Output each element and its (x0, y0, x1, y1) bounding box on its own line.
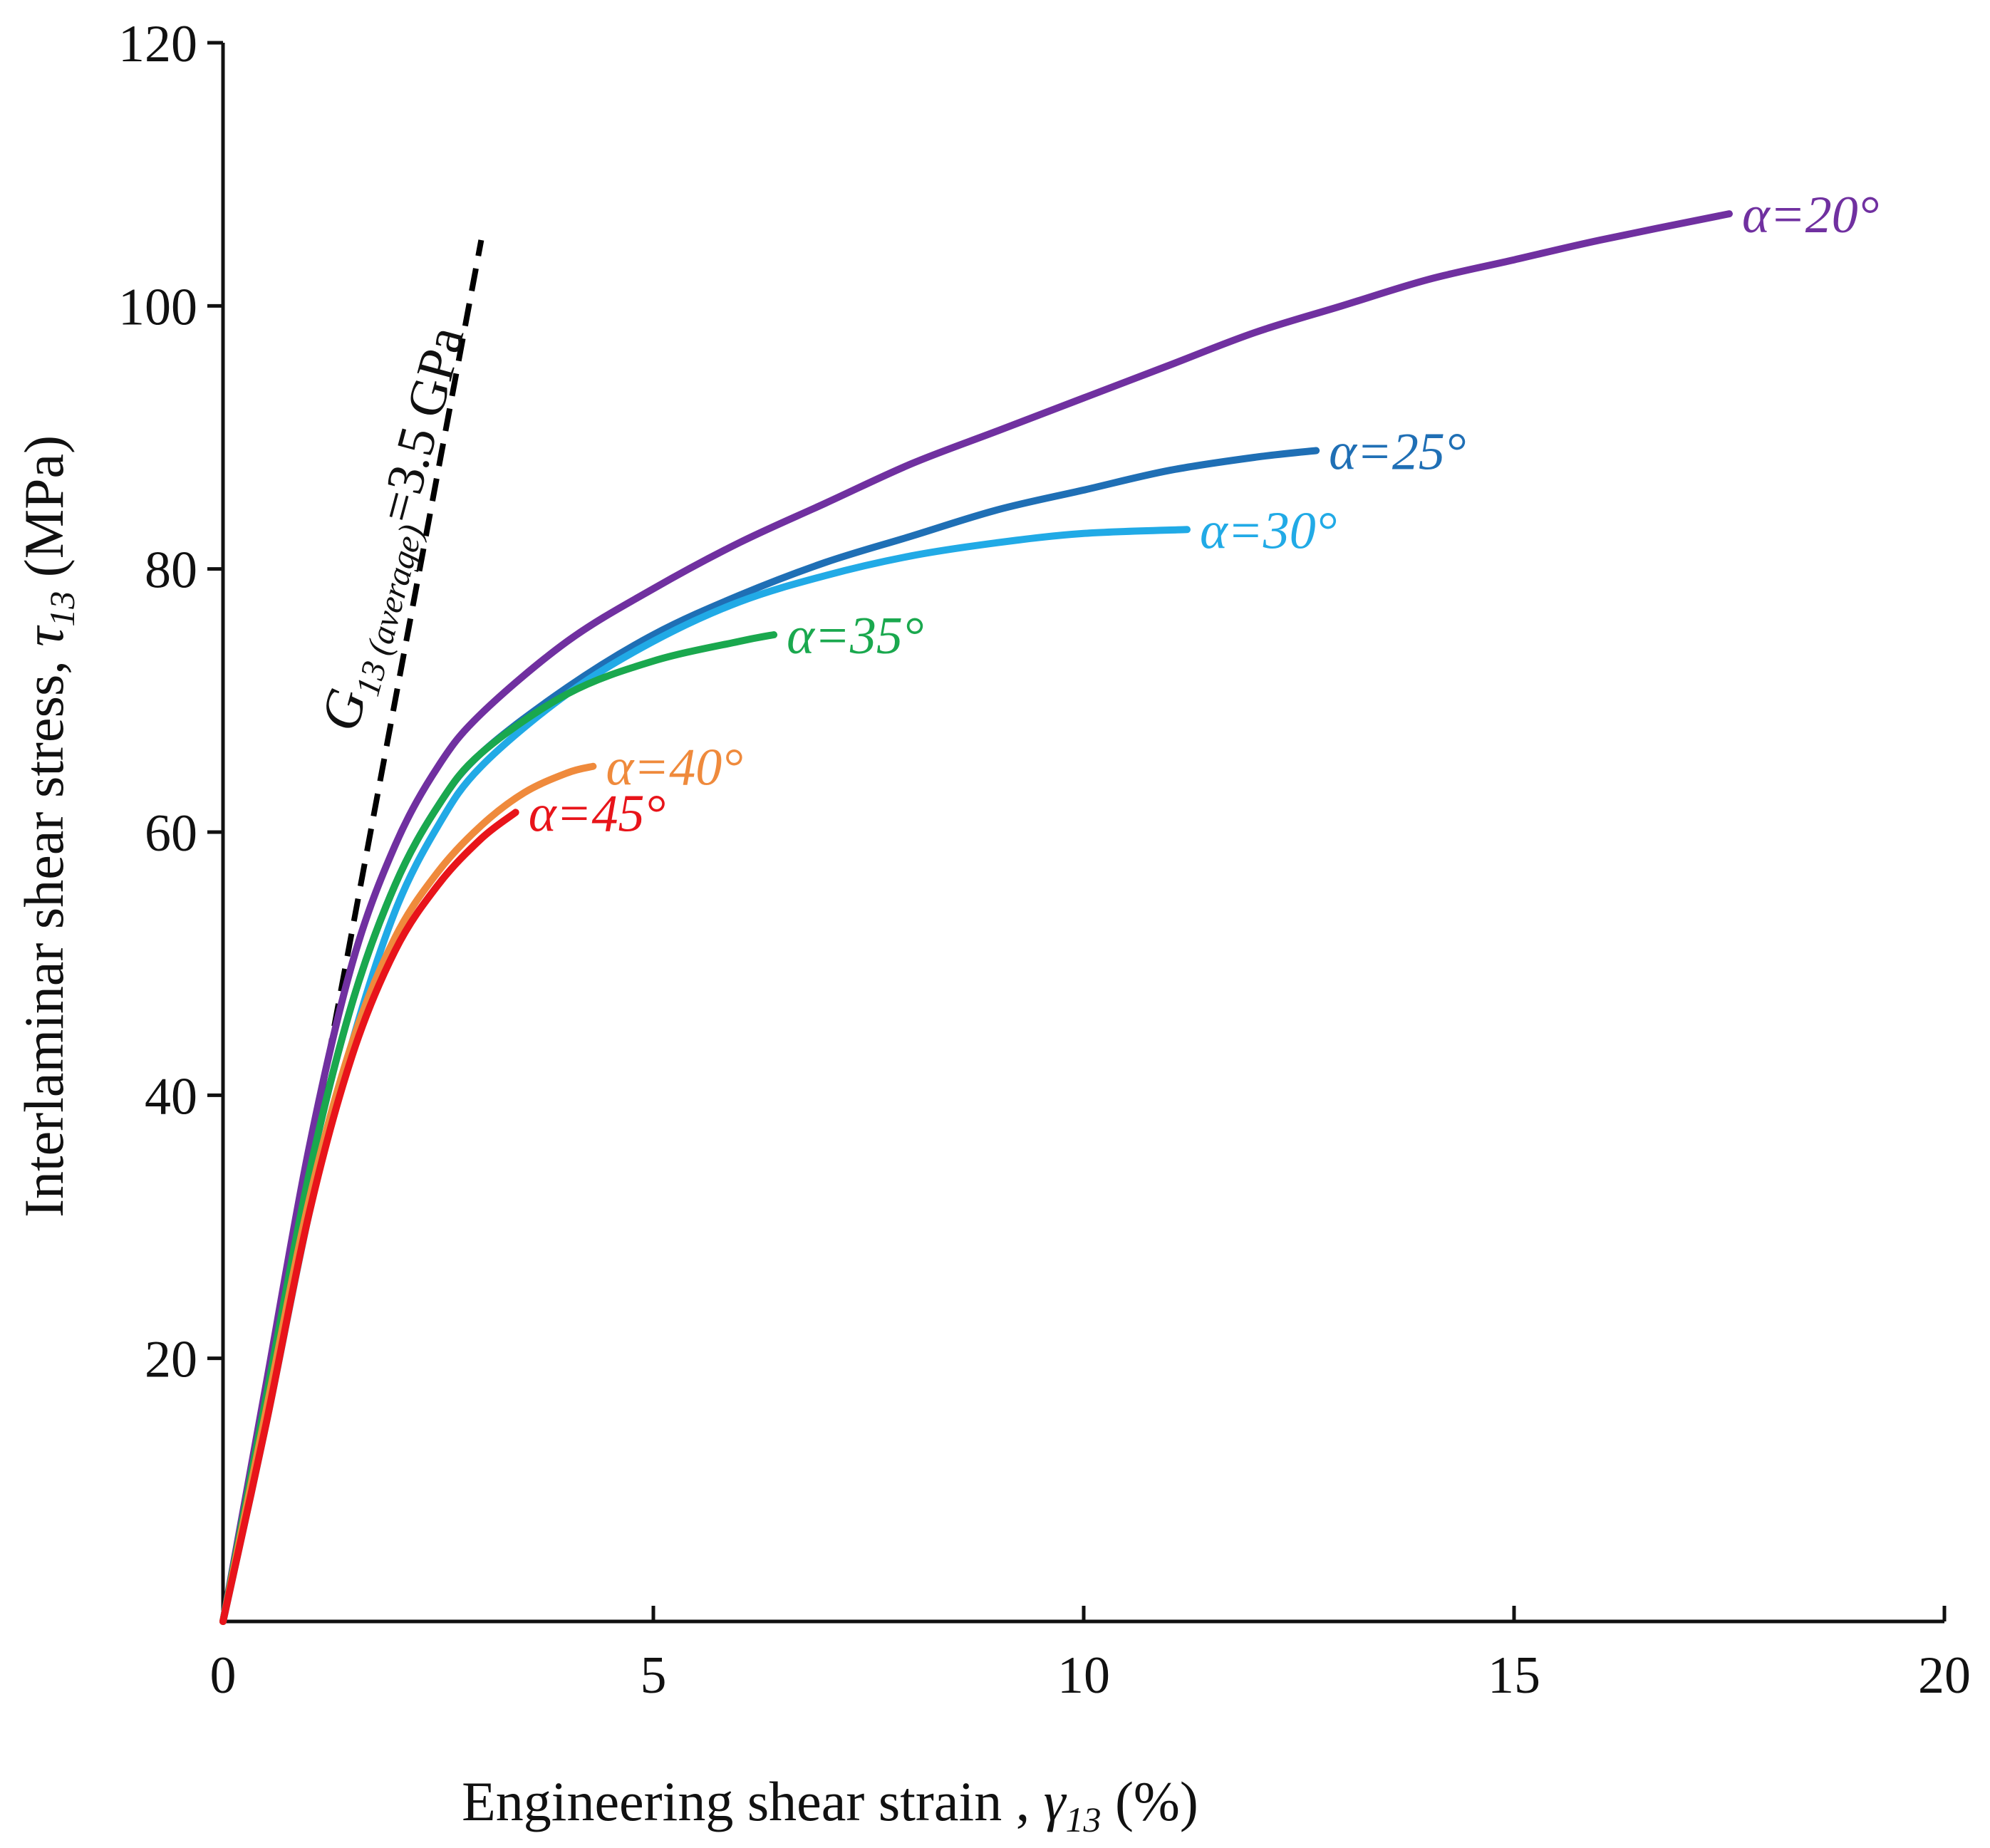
y-tick-label: 40 (145, 1067, 197, 1126)
series-label: α=20° (1742, 186, 1879, 244)
modulus-value: =3.5 GPa (368, 321, 476, 529)
y-ticks: 20 40 60 80 100 120 (118, 15, 223, 1389)
series-lines (219, 210, 1733, 1625)
x-axis-title-main: Engineering shear strain , (462, 1770, 1044, 1832)
x-tick-label: 10 (1057, 1646, 1110, 1705)
series-line (219, 809, 519, 1625)
x-tick-label: 0 (210, 1646, 237, 1705)
x-tick-label: 15 (1488, 1646, 1540, 1705)
reference-line-label: G13 (average)=3.5 GPa (308, 320, 482, 739)
series-line (219, 762, 597, 1625)
x-axis-unit: (%) (1101, 1770, 1198, 1832)
y-axis-title-main: Interlaminar shear stress, (13, 647, 75, 1218)
y-tick-label: 80 (145, 541, 197, 600)
series-label: α=45° (529, 784, 665, 843)
series-line (219, 210, 1733, 1625)
series-label: α=30° (1200, 502, 1337, 560)
x-tick-label: 20 (1918, 1646, 1971, 1705)
y-axis-unit: (MPa) (13, 435, 75, 591)
x-axis-title: Engineering shear strain , γ13 (%) (462, 1770, 1198, 1839)
series-label: α=35° (787, 607, 923, 665)
modulus-subscript: 13 (average) (348, 521, 430, 700)
y-axis-symbol: τ (13, 625, 75, 647)
y-tick-label: 20 (145, 1331, 197, 1389)
x-axis-symbol: γ (1044, 1770, 1067, 1832)
series-label: α=25° (1329, 422, 1466, 481)
series-label: α=40° (606, 739, 742, 797)
y-axis-subscript: 13 (42, 591, 82, 627)
y-axis-title: Interlaminar shear stress, τ13 (MPa) (13, 435, 82, 1218)
series-labels: α=20° α=25° α=30° α=35° α=40°α=45° (529, 186, 1880, 843)
x-tick-label: 5 (641, 1646, 667, 1705)
x-ticks: 0 5 10 15 20 (210, 1606, 1971, 1705)
y-tick-label: 120 (118, 15, 197, 73)
y-tick-label: 60 (145, 804, 197, 863)
x-axis-subscript: 13 (1065, 1800, 1101, 1839)
y-tick-label: 100 (118, 278, 197, 336)
